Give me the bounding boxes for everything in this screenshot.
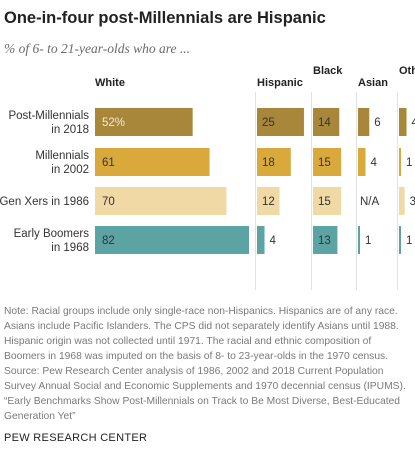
value-label-other: 1 <box>406 235 412 247</box>
bar-white <box>95 187 227 215</box>
bar-white <box>95 108 193 136</box>
column-header-hispanic: Hispanic <box>257 77 303 89</box>
category-label: Early Boomers <box>14 228 90 240</box>
category-label: in 2018 <box>51 124 89 136</box>
value-label-other: 1 <box>406 157 412 169</box>
value-label-white: 70 <box>102 196 115 208</box>
bar-asian <box>358 108 370 136</box>
bar-hispanic <box>257 108 304 136</box>
bar-asian <box>358 226 360 254</box>
bar-other <box>399 226 401 254</box>
value-label-black: 14 <box>318 117 331 129</box>
value-label-hispanic: 18 <box>262 157 275 169</box>
category-label: Gen Xers in 1986 <box>0 196 89 208</box>
column-header-other: Other <box>399 65 415 77</box>
value-label-other: 4 <box>412 117 415 129</box>
source-text: Source: Pew Research Center analysis of … <box>4 366 406 392</box>
note-text: Note: Racial groups include only single-… <box>4 306 399 362</box>
bar-chart: White Hispanic Black Asian Other Post-Millenn… <box>0 65 415 290</box>
bar-asian <box>358 148 366 176</box>
bar-other <box>399 187 405 215</box>
value-label-black: 13 <box>318 235 331 247</box>
column-header-black: Black <box>313 65 343 77</box>
category-label: in 2002 <box>51 164 89 176</box>
value-label-asian: 1 <box>365 235 371 247</box>
value-label-white: 82 <box>102 235 115 247</box>
bar-hispanic <box>257 187 280 215</box>
value-label-white: 61 <box>102 157 115 169</box>
chart-notes: Note: Racial groups include only single-… <box>4 304 412 424</box>
value-label-hispanic: 4 <box>270 235 277 247</box>
value-label-white: 52% <box>102 117 125 129</box>
bar-hispanic <box>257 226 265 254</box>
report-title: “Early Benchmarks Show Post-Millennials … <box>4 396 401 422</box>
category-label: Post-Millennials <box>8 110 89 122</box>
bar-other <box>399 108 407 136</box>
bar-black <box>313 108 340 136</box>
bar-white <box>95 148 210 176</box>
value-label-hispanic: 12 <box>262 196 275 208</box>
value-label-other: 3 <box>410 196 415 208</box>
category-label: in 1968 <box>51 242 89 254</box>
value-label-hispanic: 25 <box>262 117 275 129</box>
column-header-white: White <box>95 77 125 89</box>
bar-other <box>399 148 401 176</box>
bar-black <box>313 187 342 215</box>
column-header-asian: Asian <box>358 77 388 89</box>
bar-black <box>313 226 338 254</box>
value-label-asian: 4 <box>371 157 378 169</box>
bar-hispanic <box>257 148 291 176</box>
value-label-asian: 6 <box>374 117 380 129</box>
chart-subtitle: % of 6- to 21-year-olds who are ... <box>4 41 190 56</box>
value-label-asian: N/A <box>360 196 380 208</box>
category-label: Millennials <box>35 150 89 162</box>
value-label-black: 15 <box>318 196 331 208</box>
bar-white <box>95 226 249 254</box>
bar-black <box>313 148 342 176</box>
footer-pew-research-center: PEW RESEARCH CENTER <box>4 432 148 444</box>
value-label-black: 15 <box>318 157 331 169</box>
chart-title: One-in-four post-Millennials are Hispani… <box>4 9 326 27</box>
